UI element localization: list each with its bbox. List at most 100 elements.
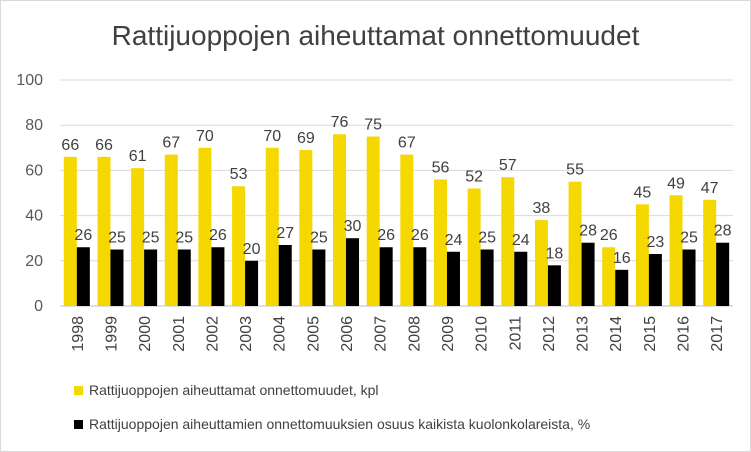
data-label-share: 25 <box>478 230 496 247</box>
data-label-count: 47 <box>701 180 719 197</box>
x-tick-label: 2001 <box>171 316 188 352</box>
bar-count <box>333 134 347 306</box>
bar-share <box>716 242 730 306</box>
data-label-count: 75 <box>364 117 382 134</box>
bar-count <box>568 181 582 306</box>
bar-share <box>615 269 629 306</box>
bar-count <box>131 168 145 306</box>
data-label-count: 38 <box>533 200 551 217</box>
legend-item-count: Rattijuoppojen aiheuttamat onnettomuudet… <box>74 380 379 400</box>
x-tick-label: 1998 <box>70 316 87 352</box>
bar-count <box>198 147 212 306</box>
bar-count <box>366 136 380 306</box>
bar-share <box>648 254 662 306</box>
legend-label-share: Rattijuoppojen aiheuttamien onnettomuuks… <box>89 416 591 432</box>
x-tick-label: 2013 <box>575 316 592 352</box>
legend-item-share: Rattijuoppojen aiheuttamien onnettomuuks… <box>74 414 590 434</box>
data-label-count: 57 <box>499 157 517 174</box>
data-label-share: 28 <box>579 223 597 240</box>
bar-share <box>144 249 158 306</box>
data-label-count: 26 <box>600 227 618 244</box>
bar-share <box>278 244 292 306</box>
bar-count <box>97 156 111 306</box>
bar-share <box>480 249 494 306</box>
data-label-count: 61 <box>129 148 147 165</box>
data-label-count: 49 <box>667 175 685 192</box>
bar-share <box>581 242 595 306</box>
x-tick-label: 2007 <box>373 316 390 352</box>
x-tick-label: 2011 <box>507 316 524 351</box>
y-tick-label: 80 <box>25 117 43 134</box>
data-label-share: 30 <box>344 218 362 235</box>
bar-share <box>76 247 90 306</box>
data-label-share: 18 <box>546 245 564 262</box>
bar-count <box>501 177 515 306</box>
y-tick-label: 60 <box>25 162 43 179</box>
x-tick-label: 2002 <box>204 316 221 352</box>
data-label-count: 76 <box>331 114 349 131</box>
data-label-share: 25 <box>142 230 160 247</box>
data-label-count: 70 <box>263 128 281 145</box>
chart-title: Rattijuoppojen aiheuttamat onnettomuudet <box>111 20 640 51</box>
data-label-share: 24 <box>512 232 530 249</box>
x-tick-label: 2012 <box>541 316 558 352</box>
data-label-share: 27 <box>276 225 294 242</box>
bar-share <box>514 251 528 306</box>
bar-share <box>110 249 124 306</box>
x-tick-label: 2005 <box>305 316 322 352</box>
legend-swatch-count <box>74 385 83 395</box>
bar-count <box>669 195 683 306</box>
data-label-count: 66 <box>95 137 113 154</box>
legend-swatch-share <box>74 419 83 429</box>
data-label-count: 55 <box>566 162 584 179</box>
bar-count <box>63 156 77 306</box>
bar-share <box>547 265 561 306</box>
data-label-count: 67 <box>162 135 180 152</box>
data-label-share: 28 <box>714 223 732 240</box>
bar-count <box>602 247 616 306</box>
bar-count <box>164 154 178 306</box>
data-label-share: 26 <box>74 227 92 244</box>
bar-count <box>635 204 649 306</box>
data-label-share: 25 <box>175 230 193 247</box>
data-label-count: 67 <box>398 135 416 152</box>
x-tick-label: 2016 <box>676 316 693 352</box>
data-label-count: 70 <box>196 128 214 145</box>
bar-share <box>245 260 259 306</box>
data-label-count: 53 <box>230 166 248 183</box>
y-tick-label: 40 <box>25 208 43 225</box>
bar-share <box>346 238 360 306</box>
x-tick-label: 2009 <box>440 316 457 352</box>
data-label-share: 16 <box>613 250 631 267</box>
y-tick-label: 0 <box>34 298 43 315</box>
bar-count <box>534 220 548 306</box>
data-label-share: 26 <box>377 227 395 244</box>
x-tick-label: 2000 <box>137 316 154 352</box>
data-label-share: 23 <box>646 234 664 251</box>
y-tick-label: 100 <box>16 72 43 89</box>
x-tick-label: 2017 <box>709 316 726 352</box>
x-tick-label: 1999 <box>103 316 120 352</box>
x-tick-label: 2014 <box>608 316 625 352</box>
data-label-share: 26 <box>209 227 227 244</box>
x-tick-label: 2015 <box>642 316 659 352</box>
data-label-share: 20 <box>243 241 261 258</box>
x-tick-label: 2006 <box>339 316 356 352</box>
y-tick-label: 20 <box>25 253 43 270</box>
bar-count <box>703 199 717 306</box>
data-label-share: 25 <box>310 230 328 247</box>
bar-count <box>433 179 447 306</box>
bar-share <box>682 249 696 306</box>
bar-share <box>312 249 326 306</box>
bar-count <box>232 186 246 306</box>
x-tick-label: 2004 <box>272 316 289 352</box>
data-label-count: 56 <box>432 159 450 176</box>
data-label-count: 45 <box>633 184 651 201</box>
x-tick-label: 2010 <box>474 316 491 352</box>
data-label-count: 69 <box>297 130 315 147</box>
data-label-share: 26 <box>411 227 429 244</box>
data-label-count: 52 <box>465 168 483 185</box>
bar-count <box>265 147 279 306</box>
bar-share <box>413 247 427 306</box>
